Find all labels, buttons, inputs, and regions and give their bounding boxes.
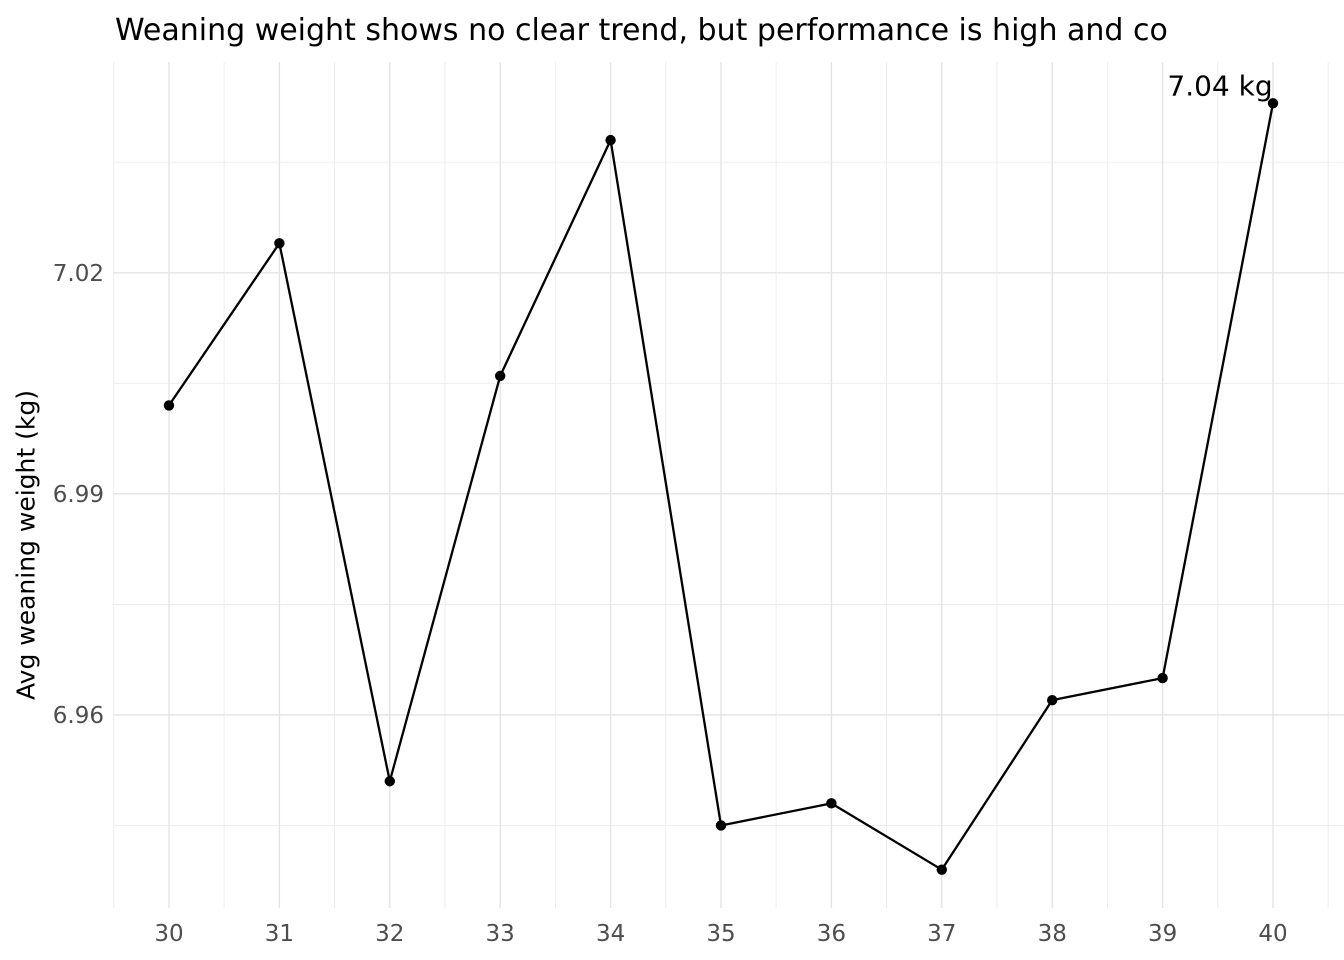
annotation-label: 7.04 kg [1167, 69, 1273, 103]
x-tick-label: 35 [706, 921, 735, 947]
y-tick-label: 6.96 [53, 703, 104, 729]
y-tick-label: 7.02 [53, 261, 104, 287]
data-point [605, 134, 616, 146]
x-tick-label: 38 [1038, 921, 1067, 947]
data-point [494, 370, 506, 382]
x-tick-label: 36 [817, 921, 846, 947]
x-tick-label: 32 [375, 921, 404, 947]
y-axis-title: Avg weaning weight (kg) [11, 390, 41, 700]
x-tick-label: 40 [1258, 921, 1287, 947]
chart-title: Weaning weight shows no clear trend, but… [115, 13, 1168, 48]
data-point [384, 776, 395, 787]
data-point [274, 238, 285, 249]
data-point [715, 820, 727, 831]
data-point [1047, 694, 1058, 706]
data-point [1267, 98, 1279, 109]
y-tick-label: 6.99 [53, 482, 104, 508]
data-point [936, 864, 947, 875]
x-tick-label: 30 [154, 921, 183, 947]
x-tick-label: 31 [265, 921, 294, 947]
x-tick-label: 34 [596, 921, 625, 947]
x-tick-label: 39 [1148, 921, 1177, 947]
data-point [1157, 672, 1168, 684]
x-tick-label: 37 [927, 921, 956, 947]
data-point [163, 400, 175, 411]
x-tick-label: 33 [486, 921, 515, 947]
data-point [826, 798, 837, 809]
